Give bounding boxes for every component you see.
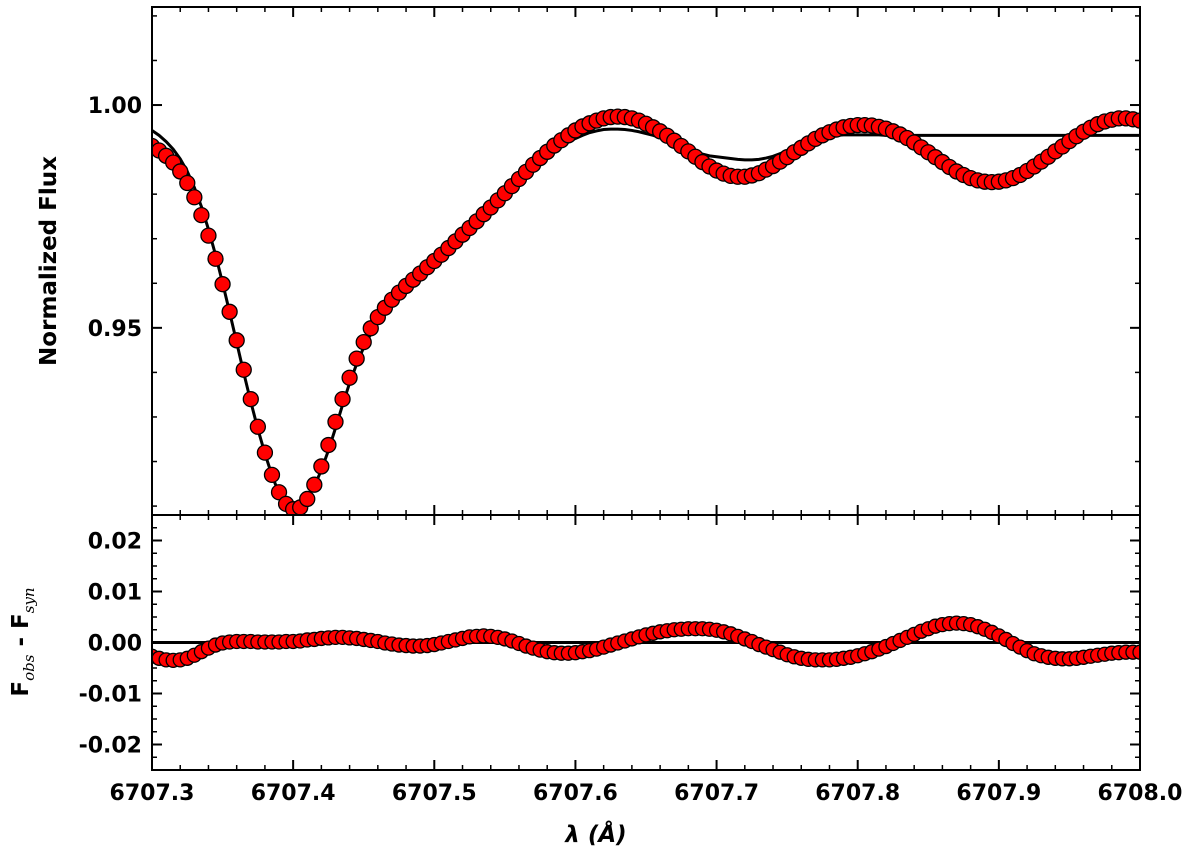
observed-point — [172, 163, 189, 180]
top-y-tick-label: 1.00 — [88, 94, 142, 119]
x-tick-label: 6707.8 — [815, 781, 900, 806]
observed-point — [256, 444, 274, 461]
observed-point — [334, 390, 351, 408]
top-tick-labels: 0.95 1.00 — [88, 94, 142, 342]
bottom-plot-area — [152, 615, 1140, 668]
bottom-y-tick-label: -0.02 — [79, 734, 142, 759]
observed-point — [306, 476, 323, 493]
ylabel-f1: F — [8, 681, 34, 697]
x-tick-label: 6707.3 — [110, 781, 195, 806]
residual-point — [1132, 644, 1140, 660]
observed-point — [186, 189, 203, 206]
bottom-panel-frame — [151, 514, 1141, 771]
top-y-axis-label: Normalized Flux — [36, 156, 62, 366]
ylabel-f2: F — [8, 613, 34, 629]
ylabel-sub2: syn — [20, 587, 38, 613]
observed-point — [214, 276, 231, 293]
bottom-panel: -0.02 -0.01 0.00 0.01 0.02 6707.3 6707.4 6707.5… — [8, 514, 1183, 848]
top-panel-frame — [151, 6, 1141, 516]
observed-point — [355, 333, 372, 351]
x-tick-label: 6708.0 — [1098, 781, 1183, 806]
x-tick-label: 6707.5 — [392, 781, 477, 806]
x-tick-label: 6707.7 — [674, 781, 759, 806]
observed-spectrum-points — [152, 108, 1140, 515]
ylabel-sub1: obs — [20, 654, 38, 681]
observed-point — [320, 436, 337, 454]
observed-point — [327, 413, 344, 431]
bottom-y-tick-label: 0.00 — [88, 632, 142, 657]
top-panel: 0.95 1.00 Normalized Flux — [36, 6, 1141, 516]
observed-point — [221, 303, 238, 320]
residual-points — [152, 615, 1140, 668]
bottom-y-tick-label: 0.01 — [88, 581, 142, 606]
ylabel-sep: - — [8, 629, 34, 655]
observed-point — [228, 332, 245, 349]
bottom-y-tick-label: 0.02 — [88, 530, 142, 555]
bottom-y-tick-label: -0.01 — [79, 683, 142, 708]
observed-point — [235, 361, 252, 378]
observed-point — [348, 350, 365, 367]
observed-point — [193, 206, 210, 224]
bottom-tick-labels: -0.02 -0.01 0.00 0.01 0.02 6707.3 6707.4 6707.5… — [79, 530, 1183, 807]
x-axis-label: λ (Å) — [563, 820, 626, 848]
observed-point — [200, 227, 217, 244]
observed-point — [242, 390, 259, 408]
top-plot-area — [152, 108, 1140, 515]
observed-point — [341, 369, 358, 386]
observed-point — [263, 466, 281, 484]
top-y-tick-label: 0.95 — [88, 317, 142, 342]
x-tick-label: 6707.6 — [533, 781, 618, 806]
observed-point — [313, 458, 330, 475]
x-tick-label: 6707.4 — [251, 781, 336, 806]
observed-point — [1131, 112, 1140, 129]
observed-point — [207, 250, 224, 267]
observed-point — [270, 484, 288, 501]
x-tick-label: 6707.9 — [956, 781, 1041, 806]
observed-point — [299, 490, 316, 508]
bottom-y-axis-label: Fobs - Fsyn — [8, 587, 38, 696]
observed-point — [179, 174, 196, 192]
top-ticks — [151, 7, 1141, 515]
observed-point — [249, 418, 267, 435]
